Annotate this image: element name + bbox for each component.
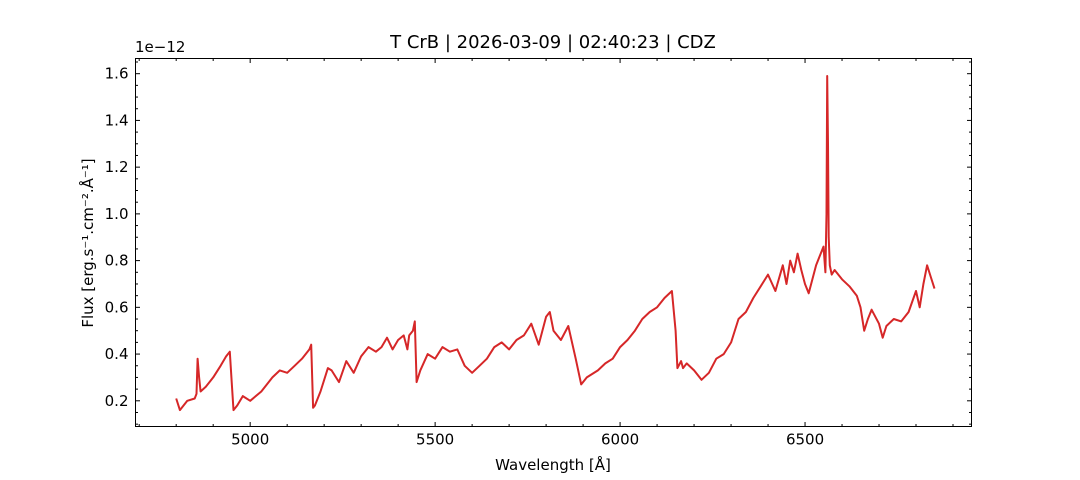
y-tick-label: 0.6 (105, 298, 129, 316)
y-axis-label: Flux [erg.s⁻¹.cm⁻².Å⁻¹] (78, 158, 97, 327)
y-tick-label: 0.8 (105, 252, 129, 270)
x-tick-label: 5000 (231, 431, 269, 449)
x-tick-label: 6000 (601, 431, 639, 449)
x-tick-label: 6500 (786, 431, 824, 449)
y-tick-label: 1.0 (105, 205, 129, 223)
x-tick-label: 5500 (416, 431, 454, 449)
chart-title: T CrB | 2026-03-09 | 02:40:23 | CDZ (389, 32, 716, 53)
series-group (175, 75, 936, 412)
y-offset-label: 1e−12 (135, 38, 185, 56)
y-tick-label: 0.2 (105, 392, 129, 410)
y-tick-label: 0.4 (105, 345, 129, 363)
y-tick-label: 1.2 (105, 158, 129, 176)
plot-frame (135, 58, 972, 427)
y-tick-label: 1.4 (105, 111, 129, 129)
y-tick-label: 1.6 (105, 65, 129, 83)
flux-series-line (175, 75, 936, 412)
x-axis-label: Wavelength [Å] (495, 455, 611, 474)
axis-ticks: 5000 5500 6000 6500 0.2 0.4 0.6 0.8 1.0 1.2 1.4 1.6 (105, 58, 972, 449)
